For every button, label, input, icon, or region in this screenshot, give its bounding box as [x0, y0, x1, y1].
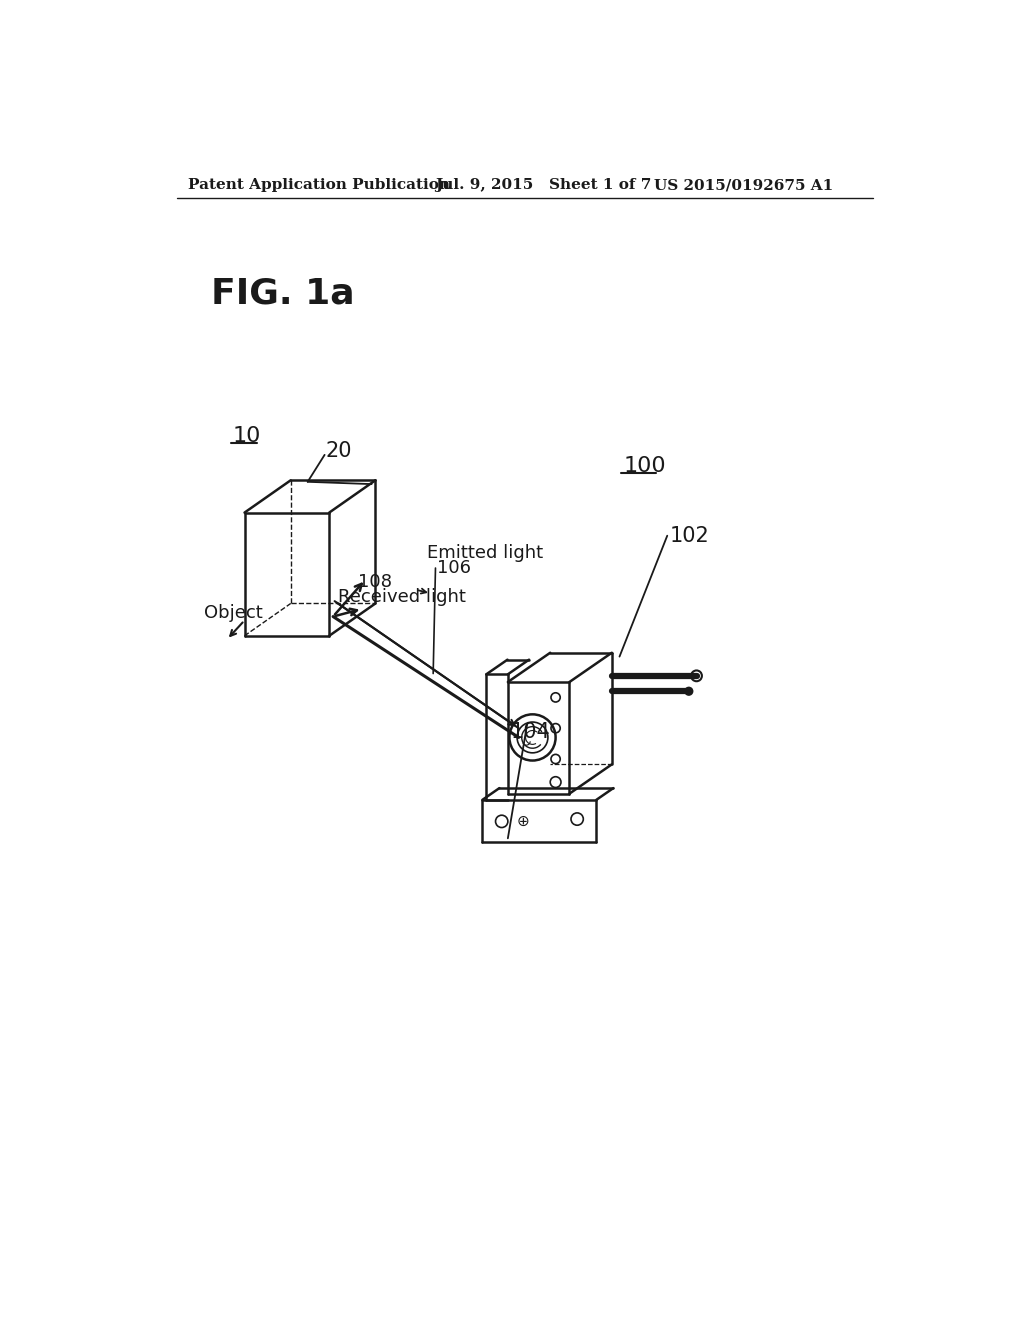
Text: Jul. 9, 2015   Sheet 1 of 7: Jul. 9, 2015 Sheet 1 of 7: [435, 178, 651, 193]
Text: 104: 104: [511, 722, 551, 742]
Text: Emitted light: Emitted light: [427, 544, 543, 561]
Text: FIG. 1a: FIG. 1a: [211, 276, 355, 310]
Text: 20: 20: [326, 441, 352, 461]
Text: Patent Application Publication: Patent Application Publication: [188, 178, 451, 193]
Text: 106: 106: [437, 560, 471, 577]
Text: Received light: Received light: [339, 589, 466, 606]
Text: 102: 102: [670, 525, 710, 545]
Text: Object: Object: [204, 603, 262, 622]
Circle shape: [684, 686, 693, 696]
Text: US 2015/0192675 A1: US 2015/0192675 A1: [654, 178, 834, 193]
Text: ⊕: ⊕: [517, 814, 529, 829]
Text: 108: 108: [357, 573, 392, 591]
Text: 10: 10: [232, 425, 260, 446]
Text: 100: 100: [624, 457, 666, 477]
